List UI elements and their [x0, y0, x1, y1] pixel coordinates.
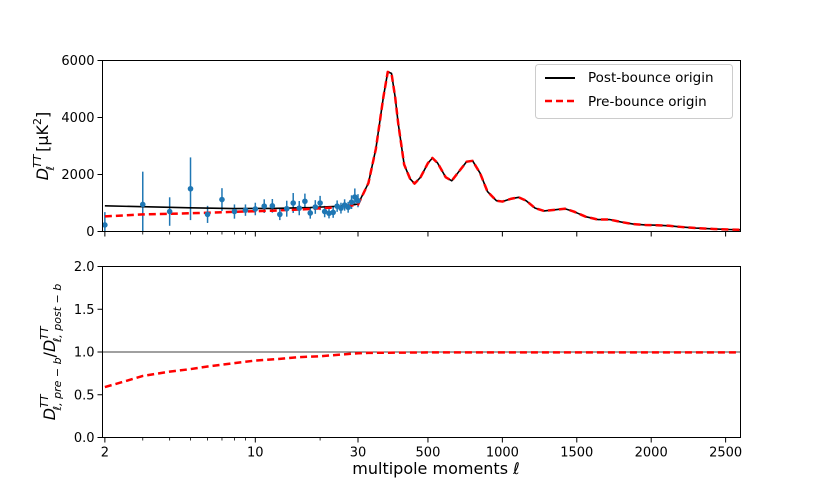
bottom-ytick-label: 1.5: [74, 303, 95, 318]
top-panel: 0 2000 4000 6000 Post-bounce origin Pre-bou…: [31, 54, 741, 240]
bottom-ylabel-sub-1: ℓ, pre − b: [51, 357, 64, 411]
legend-label-pre-bounce: Pre-bounce origin: [588, 94, 707, 110]
x-axis: 2 10 30 500 1000 1500 2000 2500: [101, 437, 742, 461]
legend: Post-bounce origin Pre-bounce origin: [535, 64, 733, 119]
data-point: [252, 206, 259, 212]
data-point: [139, 201, 146, 208]
top-ylabel-units-sup: 2: [31, 118, 44, 125]
data-point: [317, 200, 323, 206]
data-point: [187, 185, 194, 192]
xtick-label: 500: [416, 446, 441, 461]
top-ylabel-units-close: ]: [33, 112, 52, 118]
legend-label-post-bounce: Post-bounce origin: [588, 70, 714, 86]
series-line-pre-bounce: [104, 70, 741, 232]
data-point: [242, 207, 249, 213]
data-point: [307, 210, 314, 216]
data-point: [330, 209, 336, 216]
data-point: [326, 210, 332, 217]
x-axis-label: multipole moments ℓ: [352, 459, 519, 478]
legend-box: [535, 64, 733, 119]
xtick-label: 2500: [709, 446, 742, 461]
bottom-ylabel-main: D: [40, 408, 59, 420]
bottom-ylabel-sup: TT: [38, 393, 51, 408]
data-point: [321, 208, 328, 215]
bottom-plot-area: [102, 351, 741, 389]
data-point: [269, 203, 276, 209]
data-point: [166, 208, 173, 215]
bottom-ytick-label: 1.0: [74, 346, 95, 361]
data-point: [219, 196, 225, 203]
top-y-axis-label: DTTℓ [μK2]: [31, 112, 57, 181]
data-point: [290, 200, 297, 206]
top-ytick-label: 6000: [61, 54, 94, 69]
bottom-panel: 0.0 0.5 1.0 1.5 2.0 2 10 30 500 1000 1500 2000 2500…: [38, 260, 742, 478]
bottom-ytick-label: 0.5: [74, 388, 95, 403]
top-ytick-label: 2000: [61, 168, 94, 183]
top-x-ticks: [104, 231, 727, 237]
top-ylabel-main: D: [33, 168, 52, 180]
top-y-axis: 0 2000 4000 6000: [61, 54, 103, 240]
bottom-ylabel-sub-2: ℓ, post − b: [51, 284, 64, 344]
data-point: [355, 197, 361, 204]
data-point: [283, 205, 290, 212]
bottom-y-axis: 0.0 0.5 1.0 1.5 2.0: [74, 260, 103, 446]
bottom-ylabel-sep: /: [40, 351, 59, 357]
bottom-ylabel-main-2: D: [40, 340, 59, 352]
data-point: [231, 208, 238, 215]
top-panel-frame: [102, 60, 741, 232]
data-point: [296, 205, 303, 211]
xtick-label: 2000: [635, 446, 668, 461]
xtick-label: 1500: [560, 446, 593, 461]
xtick-label: 1000: [486, 446, 519, 461]
bottom-ytick-label: 0.0: [74, 431, 95, 446]
top-ytick-label: 4000: [61, 111, 94, 126]
xtick-label: 10: [247, 446, 264, 461]
top-plot-area: [102, 70, 741, 232]
data-point: [277, 211, 283, 218]
xtick-label: 2: [101, 446, 109, 461]
bottom-y-axis-label: DTTℓ, pre − b/DTTℓ, post − b: [38, 284, 64, 420]
ratio-line: [104, 351, 741, 389]
data-point: [102, 222, 108, 228]
top-ylabel-units: [μK: [33, 125, 52, 152]
xtick-label: 30: [350, 446, 367, 461]
top-ylabel-sup: TT: [31, 153, 44, 168]
data-point: [348, 199, 355, 205]
data-point: [312, 204, 319, 210]
top-ylabel-sub: ℓ: [44, 166, 57, 172]
data-point: [302, 198, 308, 205]
data-point: [261, 203, 268, 209]
bottom-ytick-label: 2.0: [74, 260, 95, 275]
data-point: [352, 194, 358, 200]
bottom-ylabel-sup-2: TT: [38, 325, 51, 340]
top-ytick-label: 0: [86, 225, 94, 240]
data-point: [204, 211, 211, 218]
data-point: [338, 205, 344, 211]
data-point: [345, 204, 351, 211]
